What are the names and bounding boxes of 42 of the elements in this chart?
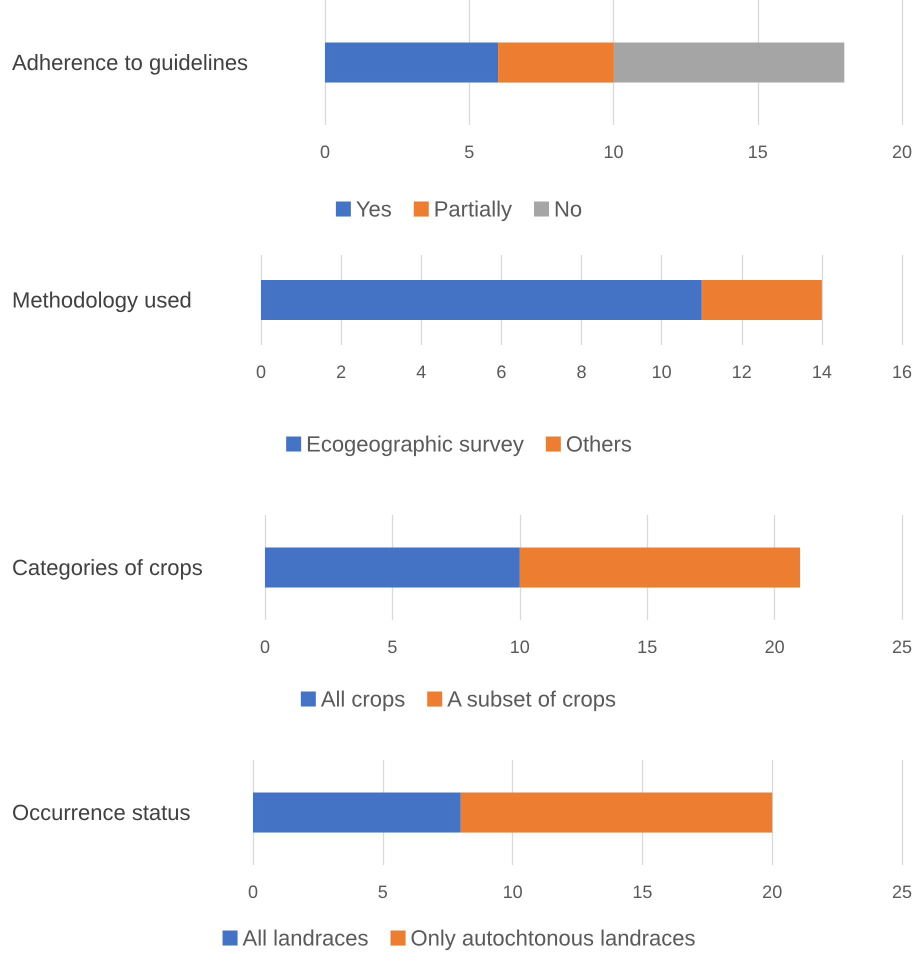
y-tick-label: Adherence to guidelines [12, 50, 248, 75]
y-tick-label: Categories of crops [12, 555, 203, 580]
x-tick-label: 0 [320, 142, 330, 162]
x-tick-label: 15 [632, 882, 652, 902]
x-tick-label: 5 [387, 637, 398, 657]
x-tick-label: 20 [764, 637, 785, 657]
legend-label: Yes [356, 196, 392, 222]
legend-label: Only autochtonous landraces [410, 926, 696, 950]
x-tick-label: 14 [812, 362, 832, 382]
x-tick-label: 5 [464, 142, 474, 162]
legend-label: Partially [434, 196, 512, 222]
x-tick-label: 12 [732, 362, 752, 382]
x-tick-label: 8 [576, 362, 587, 382]
x-tick-label: 20 [762, 882, 782, 902]
x-tick-label: 10 [603, 142, 624, 162]
x-tick-label: 20 [892, 142, 912, 162]
legend-label: All crops [320, 686, 406, 712]
x-tick-label: 25 [892, 882, 912, 902]
x-tick-label: 2 [336, 362, 346, 382]
bar [498, 42, 614, 82]
x-tick-label: 25 [892, 637, 912, 657]
bar [325, 42, 498, 82]
x-tick-label: 4 [416, 362, 426, 382]
x-tick-label: 15 [637, 637, 658, 657]
legend-label: No [554, 196, 582, 222]
x-tick-label: 0 [260, 637, 270, 657]
bar [614, 42, 844, 82]
x-tick-label: 10 [502, 882, 523, 902]
legend-label: A subset of crops [447, 686, 616, 712]
x-tick-label: 5 [378, 882, 388, 902]
x-tick-label: 10 [510, 637, 530, 657]
x-tick-label: 0 [248, 882, 258, 902]
x-tick-label: 0 [256, 362, 266, 382]
y-tick-label: Occurrence status [12, 800, 191, 825]
y-tick-label: Methodology used [12, 288, 192, 312]
legend-label: Others [566, 432, 632, 456]
x-tick-label: 15 [748, 142, 768, 162]
x-tick-label: 10 [652, 362, 672, 382]
x-tick-label: 6 [496, 362, 506, 382]
legend-label: All landraces [242, 926, 368, 950]
x-tick-label: 16 [892, 362, 912, 382]
legend-label: Ecogeographic survey [306, 432, 524, 456]
